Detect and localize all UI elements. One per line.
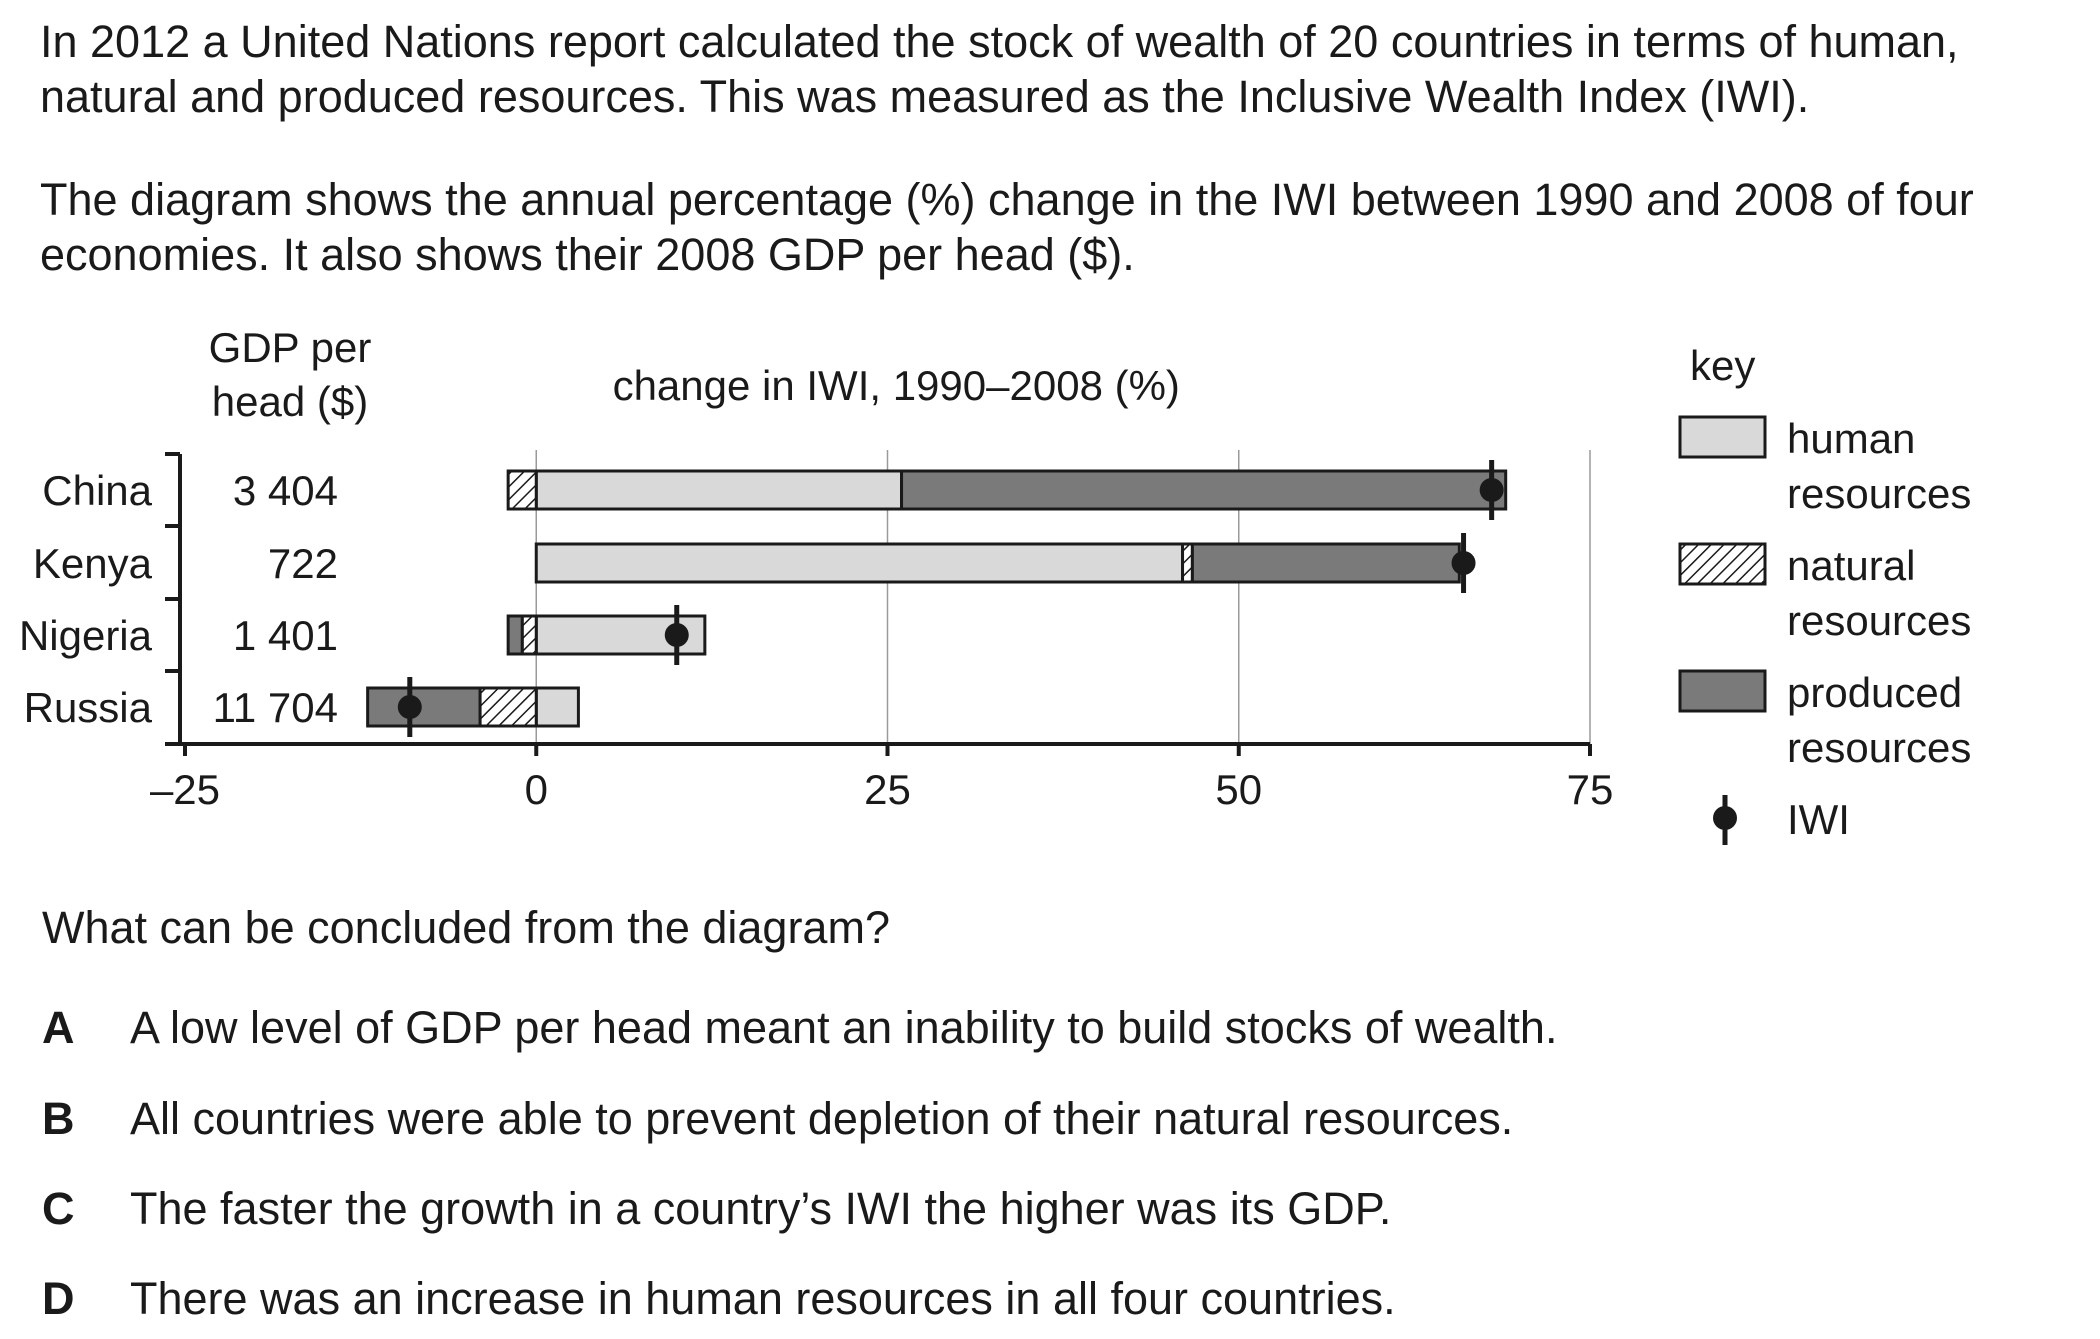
gdp-value-china: 3 404 bbox=[233, 467, 338, 514]
legend-label-produced: produced bbox=[1787, 669, 1962, 716]
bar-produced-china bbox=[900, 469, 1508, 511]
option-a[interactable]: A A low level of GDP per head meant an in… bbox=[42, 1000, 1557, 1055]
country-label-kenya: Kenya bbox=[33, 540, 153, 587]
intro-paragraph-1: In 2012 a United Nations report calculat… bbox=[40, 16, 1959, 122]
legend-label-iwi: IWI bbox=[1787, 796, 1850, 843]
legend-label-natural: natural bbox=[1787, 542, 1915, 589]
x-tick-label: 50 bbox=[1215, 766, 1262, 813]
option-d[interactable]: D There was an increase in human resource… bbox=[42, 1271, 1396, 1326]
intro-paragraph-2: The diagram shows the annual percentage … bbox=[40, 174, 1974, 280]
option-c[interactable]: C The faster the growth in a country’s IW… bbox=[42, 1181, 1391, 1236]
legend-swatch-human bbox=[1678, 415, 1767, 459]
legend-iwi-marker bbox=[1713, 806, 1737, 830]
legend-swatch-produced bbox=[1678, 669, 1767, 713]
x-tick-label: 75 bbox=[1567, 766, 1614, 813]
legend-label-produced-line2: resources bbox=[1787, 724, 1971, 771]
gdp-header-line2: head ($) bbox=[212, 378, 368, 425]
legend-swatch-natural bbox=[1678, 542, 1767, 586]
x-tick-label: 25 bbox=[864, 766, 911, 813]
option-b-letter: B bbox=[42, 1093, 75, 1144]
chart-title: change in IWI, 1990–2008 (%) bbox=[613, 362, 1180, 409]
x-tick-label: 0 bbox=[525, 766, 548, 813]
iwi-marker-china bbox=[1479, 478, 1504, 502]
gdp-value-russia: 11 704 bbox=[213, 684, 338, 731]
bar-produced-russia bbox=[366, 686, 482, 728]
question-text: What can be concluded from the diagram? bbox=[42, 902, 890, 953]
option-a-text: A low level of GDP per head meant an ina… bbox=[130, 1002, 1558, 1053]
gdp-value-kenya: 722 bbox=[268, 540, 338, 587]
bar-human-china bbox=[534, 469, 904, 511]
x-tick-label: –25 bbox=[150, 766, 220, 813]
country-label-russia: Russia bbox=[24, 684, 153, 731]
bar-produced-nigeria bbox=[506, 614, 524, 656]
option-a-letter: A bbox=[42, 1002, 75, 1053]
option-b-text: All countries were able to prevent deple… bbox=[130, 1093, 1514, 1144]
option-b[interactable]: B All countries were able to prevent depl… bbox=[42, 1091, 1513, 1146]
gdp-value-nigeria: 1 401 bbox=[233, 612, 338, 659]
gdp-header-line1: GDP per bbox=[209, 324, 372, 371]
option-c-letter: C bbox=[42, 1183, 75, 1234]
bar-natural-russia bbox=[478, 686, 538, 728]
country-label-china: China bbox=[42, 467, 152, 514]
legend-title: key bbox=[1690, 342, 1755, 389]
legend-label-human: human bbox=[1787, 415, 1915, 462]
iwi-chart: GDP per head ($) change in IWI, 1990–2008 … bbox=[19, 324, 1971, 845]
option-c-text: The faster the growth in a country’s IWI… bbox=[130, 1183, 1392, 1234]
country-label-nigeria: Nigeria bbox=[19, 612, 153, 659]
option-d-letter: D bbox=[42, 1273, 75, 1324]
iwi-marker-kenya bbox=[1451, 551, 1476, 575]
bar-natural-nigeria bbox=[520, 614, 538, 656]
bar-human-kenya bbox=[534, 542, 1185, 584]
iwi-marker-nigeria bbox=[664, 623, 689, 647]
bar-produced-kenya bbox=[1190, 542, 1461, 584]
legend-label-natural-line2: resources bbox=[1787, 597, 1971, 644]
bar-human-russia bbox=[534, 686, 580, 728]
iwi-marker-russia bbox=[397, 695, 422, 719]
option-d-text: There was an increase in human resources… bbox=[130, 1273, 1396, 1324]
bar-natural-china bbox=[506, 469, 538, 511]
legend-label-human-line2: resources bbox=[1787, 470, 1971, 517]
